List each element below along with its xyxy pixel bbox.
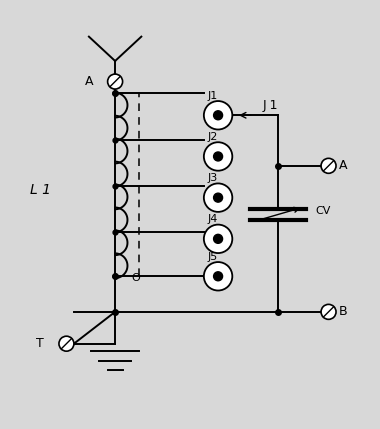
Text: L 1: L 1 xyxy=(30,183,51,197)
Text: J4: J4 xyxy=(207,214,218,224)
Text: J 1: J 1 xyxy=(263,100,278,112)
Circle shape xyxy=(108,74,123,89)
Circle shape xyxy=(204,262,232,290)
Circle shape xyxy=(214,111,223,120)
Circle shape xyxy=(204,101,232,130)
Circle shape xyxy=(214,152,223,161)
Circle shape xyxy=(59,336,74,351)
Circle shape xyxy=(204,142,232,171)
Text: J2: J2 xyxy=(207,132,218,142)
Text: CV: CV xyxy=(315,206,331,216)
Text: T: T xyxy=(36,337,44,350)
Circle shape xyxy=(321,304,336,319)
Circle shape xyxy=(204,225,232,253)
Text: J1: J1 xyxy=(207,91,218,101)
Circle shape xyxy=(214,272,223,281)
Circle shape xyxy=(204,184,232,212)
Text: B: B xyxy=(339,305,348,318)
Circle shape xyxy=(321,158,336,173)
Text: A: A xyxy=(339,159,348,172)
Text: A: A xyxy=(85,75,93,88)
Circle shape xyxy=(214,193,223,202)
Circle shape xyxy=(214,234,223,243)
Text: J3: J3 xyxy=(207,173,218,183)
Text: J5: J5 xyxy=(207,252,218,262)
Text: O: O xyxy=(131,273,140,283)
